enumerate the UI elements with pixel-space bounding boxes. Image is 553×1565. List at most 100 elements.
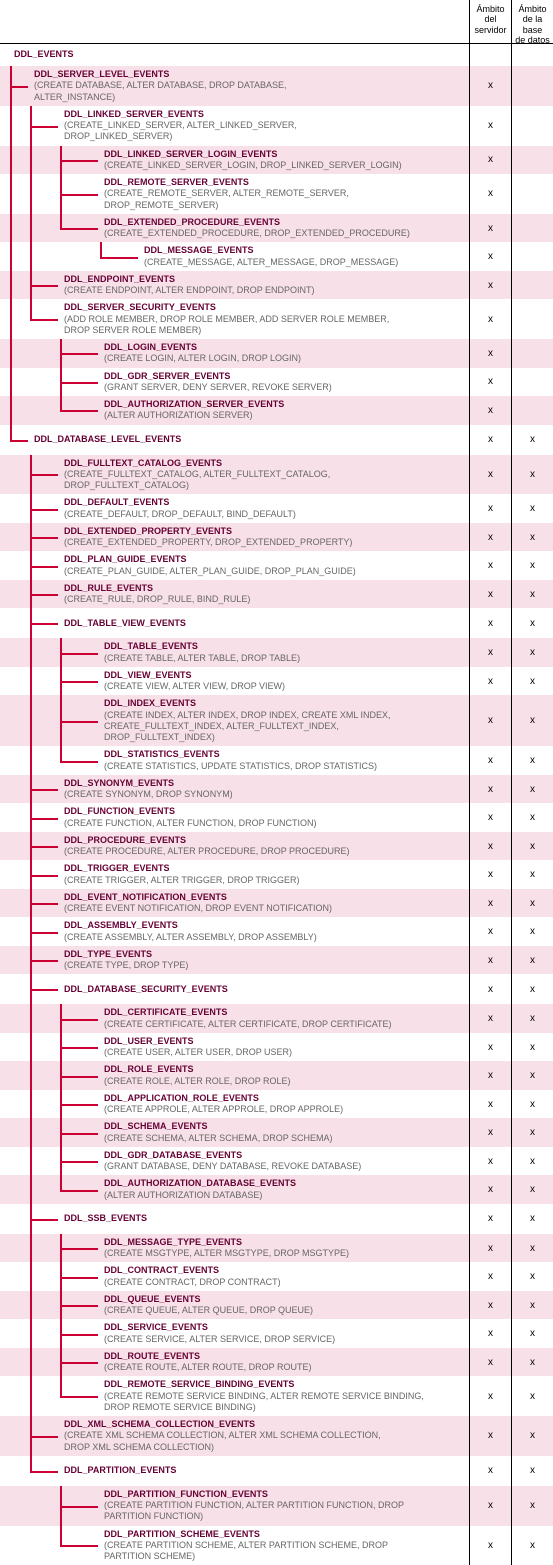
tree-hline: [30, 903, 58, 905]
db-scope-cell: x: [511, 1416, 553, 1456]
label-cell: DDL_TABLE_EVENTS(CREATE TABLE, ALTER TAB…: [0, 638, 469, 667]
tree-hline: [30, 1471, 58, 1473]
node-sub: (CREATE QUEUE, ALTER QUEUE, DROP QUEUE): [104, 1305, 313, 1316]
node-title: DDL_SERVER_LEVEL_EVENTS: [34, 69, 169, 79]
node-content: DDL_INDEX_EVENTS(CREATE INDEX, ALTER IND…: [104, 698, 434, 743]
tree-row: DDL_ENDPOINT_EVENTS(CREATE ENDPOINT, ALT…: [0, 271, 553, 300]
node-title: DDL_PARTITION_FUNCTION_EVENTS: [104, 1489, 268, 1499]
ddl-events-diagram: Ámbitodelservidor Ámbitode la basede dat…: [0, 0, 553, 1565]
node-sub: (CREATE PROCEDURE, ALTER PROCEDURE, DROP…: [64, 846, 350, 857]
tree-row: DDL_CERTIFICATE_EVENTS(CREATE CERTIFICAT…: [0, 1004, 553, 1033]
server-scope-cell: x: [469, 174, 511, 214]
db-scope-cell: x: [511, 832, 553, 861]
db-scope-cell: x: [511, 425, 553, 455]
tree-row: DDL_REMOTE_SERVER_EVENTS(CREATE_REMOTE_S…: [0, 174, 553, 214]
node-content: DDL_QUEUE_EVENTS(CREATE QUEUE, ALTER QUE…: [104, 1294, 313, 1317]
tree-row: DDL_VIEW_EVENTS(CREATE VIEW, ALTER VIEW,…: [0, 667, 553, 696]
db-scope-cell: [511, 299, 553, 339]
tree-hline: [30, 509, 58, 511]
node-content: DDL_SCHEMA_EVENTS(CREATE SCHEMA, ALTER S…: [104, 1121, 333, 1144]
tree-hline: [60, 410, 98, 412]
db-scope-cell: x: [511, 1175, 553, 1204]
tree-row: DDL_TABLE_VIEW_EVENTSxx: [0, 608, 553, 638]
db-scope-cell: x: [511, 889, 553, 918]
node-sub: (CREATE EVENT NOTIFICATION, DROP EVENT N…: [64, 903, 332, 914]
node-sub: (ALTER AUTHORIZATION SERVER): [104, 410, 284, 421]
label-cell: DDL_SERVER_SECURITY_EVENTS(ADD ROLE MEMB…: [0, 299, 469, 339]
node-title: DDL_XML_SCHEMA_COLLECTION_EVENTS: [64, 1419, 255, 1429]
node-content: DDL_DATABASE_SECURITY_EVENTS: [64, 984, 228, 995]
db-scope-cell: x: [511, 1291, 553, 1320]
node-title: DDL_SERVER_SECURITY_EVENTS: [64, 302, 216, 312]
label-cell: DDL_SCHEMA_EVENTS(CREATE SCHEMA, ALTER S…: [0, 1118, 469, 1147]
server-scope-cell: x: [469, 667, 511, 696]
server-scope-cell: x: [469, 1061, 511, 1090]
tree-vline: [30, 1234, 32, 1263]
server-scope-cell: x: [469, 1348, 511, 1377]
label-cell: DDL_EVENT_NOTIFICATION_EVENTS(CREATE EVE…: [0, 889, 469, 918]
node-sub: (CREATE VIEW, ALTER VIEW, DROP VIEW): [104, 681, 285, 692]
label-cell: DDL_LOGIN_EVENTS(CREATE LOGIN, ALTER LOG…: [0, 339, 469, 368]
node-sub: (CREATE_LINKED_SERVER_LOGIN, DROP_LINKED…: [104, 160, 402, 171]
tree-hline: [30, 474, 58, 476]
label-cell: DDL_RULE_EVENTS(CREATE_RULE, DROP_RULE, …: [0, 580, 469, 609]
node-sub: (CREATE ENDPOINT, ALTER ENDPOINT, DROP E…: [64, 285, 315, 296]
server-scope-cell: x: [469, 494, 511, 523]
db-scope-cell: [511, 368, 553, 397]
node-content: DDL_AUTHORIZATION_DATABASE_EVENTS(ALTER …: [104, 1178, 296, 1201]
label-cell: DDL_PLAN_GUIDE_EVENTS(CREATE_PLAN_GUIDE,…: [0, 551, 469, 580]
header-row: Ámbitodelservidor Ámbitode la basede dat…: [0, 0, 553, 44]
db-scope-cell: [511, 106, 553, 146]
node-content: DDL_PARTITION_EVENTS: [64, 1465, 176, 1476]
node-sub: (CREATE APPROLE, ALTER APPROLE, DROP APP…: [104, 1104, 343, 1115]
tree-hline: [30, 846, 58, 848]
db-scope-cell: x: [511, 551, 553, 580]
tree-hline: [60, 1133, 98, 1135]
server-scope-cell: x: [469, 1033, 511, 1062]
header-spacer: [0, 0, 469, 43]
label-cell: DDL_CONTRACT_EVENTS(CREATE CONTRACT, DRO…: [0, 1262, 469, 1291]
tree-hline: [60, 1248, 98, 1250]
node-title: DDL_QUEUE_EVENTS: [104, 1294, 201, 1304]
server-scope-cell: x: [469, 242, 511, 271]
tree-vline: [10, 271, 12, 300]
label-cell: DDL_AUTHORIZATION_DATABASE_EVENTS(ALTER …: [0, 1175, 469, 1204]
node-sub: (CREATE PARTITION FUNCTION, ALTER PARTIT…: [104, 1500, 434, 1523]
db-scope-cell: x: [511, 638, 553, 667]
tree-row: DDL_MESSAGE_TYPE_EVENTS(CREATE MSGTYPE, …: [0, 1234, 553, 1263]
label-cell: DDL_DATABASE_SECURITY_EVENTS: [0, 974, 469, 1004]
db-scope-cell: x: [511, 917, 553, 946]
node-content: DDL_EXTENDED_PROPERTY_EVENTS(CREATE_EXTE…: [64, 526, 352, 549]
tree-vline: [10, 368, 12, 397]
server-scope-cell: x: [469, 1416, 511, 1456]
label-cell: DDL_VIEW_EVENTS(CREATE VIEW, ALTER VIEW,…: [0, 667, 469, 696]
server-scope-cell: x: [469, 214, 511, 243]
node-title: DDL_LOGIN_EVENTS: [104, 342, 197, 352]
tree-hline: [30, 319, 58, 321]
tree-row: DDL_QUEUE_EVENTS(CREATE QUEUE, ALTER QUE…: [0, 1291, 553, 1320]
db-scope-cell: x: [511, 860, 553, 889]
tree-hline: [60, 160, 98, 162]
server-scope-cell: x: [469, 425, 511, 455]
db-scope-cell: [511, 174, 553, 214]
node-content: DDL_ASSEMBLY_EVENTS(CREATE ASSEMBLY, ALT…: [64, 920, 317, 943]
tree-hline: [60, 382, 98, 384]
node-sub: (CREATE USER, ALTER USER, DROP USER): [104, 1047, 292, 1058]
server-scope-cell: x: [469, 860, 511, 889]
tree-row: DDL_PLAN_GUIDE_EVENTS(CREATE_PLAN_GUIDE,…: [0, 551, 553, 580]
tree-row: DDL_APPLICATION_ROLE_EVENTS(CREATE APPRO…: [0, 1090, 553, 1119]
node-content: DDL_LINKED_SERVER_LOGIN_EVENTS(CREATE_LI…: [104, 149, 402, 172]
tree-hline: [100, 257, 138, 259]
db-scope-cell: [511, 214, 553, 243]
tree-row: DDL_SYNONYM_EVENTS(CREATE SYNONYM, DROP …: [0, 775, 553, 804]
tree-row: DDL_REMOTE_SERVICE_BINDING_EVENTS(CREATE…: [0, 1376, 553, 1416]
db-scope-cell: x: [511, 1348, 553, 1377]
tree-hline: [30, 623, 58, 625]
tree-hline: [30, 594, 58, 596]
node-content: DDL_REMOTE_SERVICE_BINDING_EVENTS(CREATE…: [104, 1379, 434, 1413]
node-sub: (CREATE FUNCTION, ALTER FUNCTION, DROP F…: [64, 818, 317, 829]
node-content: DDL_SSB_EVENTS: [64, 1213, 147, 1224]
server-scope-cell: x: [469, 1486, 511, 1526]
node-sub: (CREATE STATISTICS, UPDATE STATISTICS, D…: [104, 761, 377, 772]
node-content: DDL_PROCEDURE_EVENTS(CREATE PROCEDURE, A…: [64, 835, 350, 858]
